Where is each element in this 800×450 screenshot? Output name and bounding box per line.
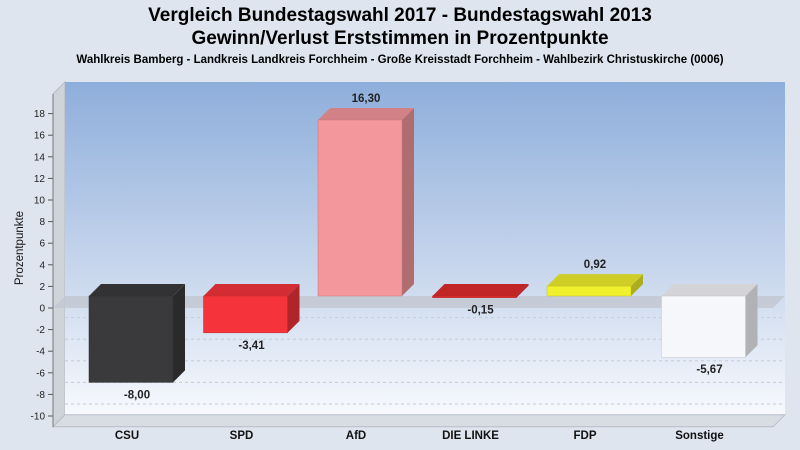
y-tick-label: 6 (39, 239, 45, 250)
y-tick-label: -8 (36, 390, 45, 401)
chart-subtitle: Gewinn/Verlust Erststimmen in Prozentpun… (191, 28, 609, 49)
category-label: FDP (574, 430, 597, 442)
bar (88, 295, 174, 383)
bar-side (402, 107, 414, 297)
bar-top (89, 284, 185, 296)
y-tick-label: 10 (34, 196, 46, 207)
y-tick-label: 14 (34, 152, 46, 163)
bar (661, 295, 746, 358)
data-label: -8,00 (124, 389, 150, 401)
bar-top (432, 284, 529, 296)
y-tick-label: 12 (34, 174, 46, 185)
bar-top (203, 284, 300, 296)
category-label: DIE LINKE (442, 430, 499, 442)
category-label: Sonstige (675, 430, 724, 442)
chart-title: Vergleich Bundestagswahl 2017 - Bundesta… (148, 5, 652, 26)
bar (203, 295, 288, 334)
data-label: -0,15 (467, 305, 494, 317)
y-tick-label: 16 (34, 131, 46, 142)
bar (546, 285, 632, 297)
y-tick-label: 4 (39, 260, 45, 271)
y-tick-label: -10 (31, 412, 46, 423)
bar-top (318, 107, 414, 120)
category-label: SPD (230, 430, 254, 442)
data-label: -3,41 (238, 340, 265, 352)
y-tick-label: 2 (39, 282, 45, 293)
left-wall (52, 80, 66, 429)
y-axis-label: Prozentpunkte (14, 211, 26, 285)
bar (432, 295, 517, 298)
bar-side (745, 284, 758, 358)
bar-side (631, 274, 643, 296)
bar-top (547, 274, 643, 287)
bars: -8,00 -3,41 16,30 -0,15 0,92 -5,67 (88, 93, 758, 401)
bar (317, 119, 403, 297)
y-tick-label: 18 (34, 109, 46, 120)
x-axis-categories: CSU SPD AfD DIE LINKE FDP Sonstige (115, 430, 724, 442)
data-label: 16,30 (352, 93, 381, 105)
floor (51, 414, 787, 428)
y-tick-label: -4 (36, 347, 45, 358)
y-tick-label: 0 (39, 304, 45, 315)
bar-side (516, 284, 529, 298)
chart-caption: Wahlkreis Bamberg - Landkreis Landkreis … (76, 54, 724, 66)
bar-side (173, 284, 185, 383)
data-label: 0,92 (584, 259, 606, 271)
y-axis-ticks: 18 16 14 12 10 8 6 4 2 0 -2 -4 -6 -8 -10 (31, 94, 54, 427)
y-tick-label: 8 (39, 217, 45, 228)
y-tick-label: -2 (36, 325, 45, 336)
category-label: CSU (115, 430, 139, 442)
data-label: -5,67 (696, 364, 722, 376)
y-tick-label: -6 (36, 368, 45, 379)
category-label: AfD (346, 430, 366, 442)
bar-side (287, 284, 300, 333)
bar-top (661, 284, 758, 296)
